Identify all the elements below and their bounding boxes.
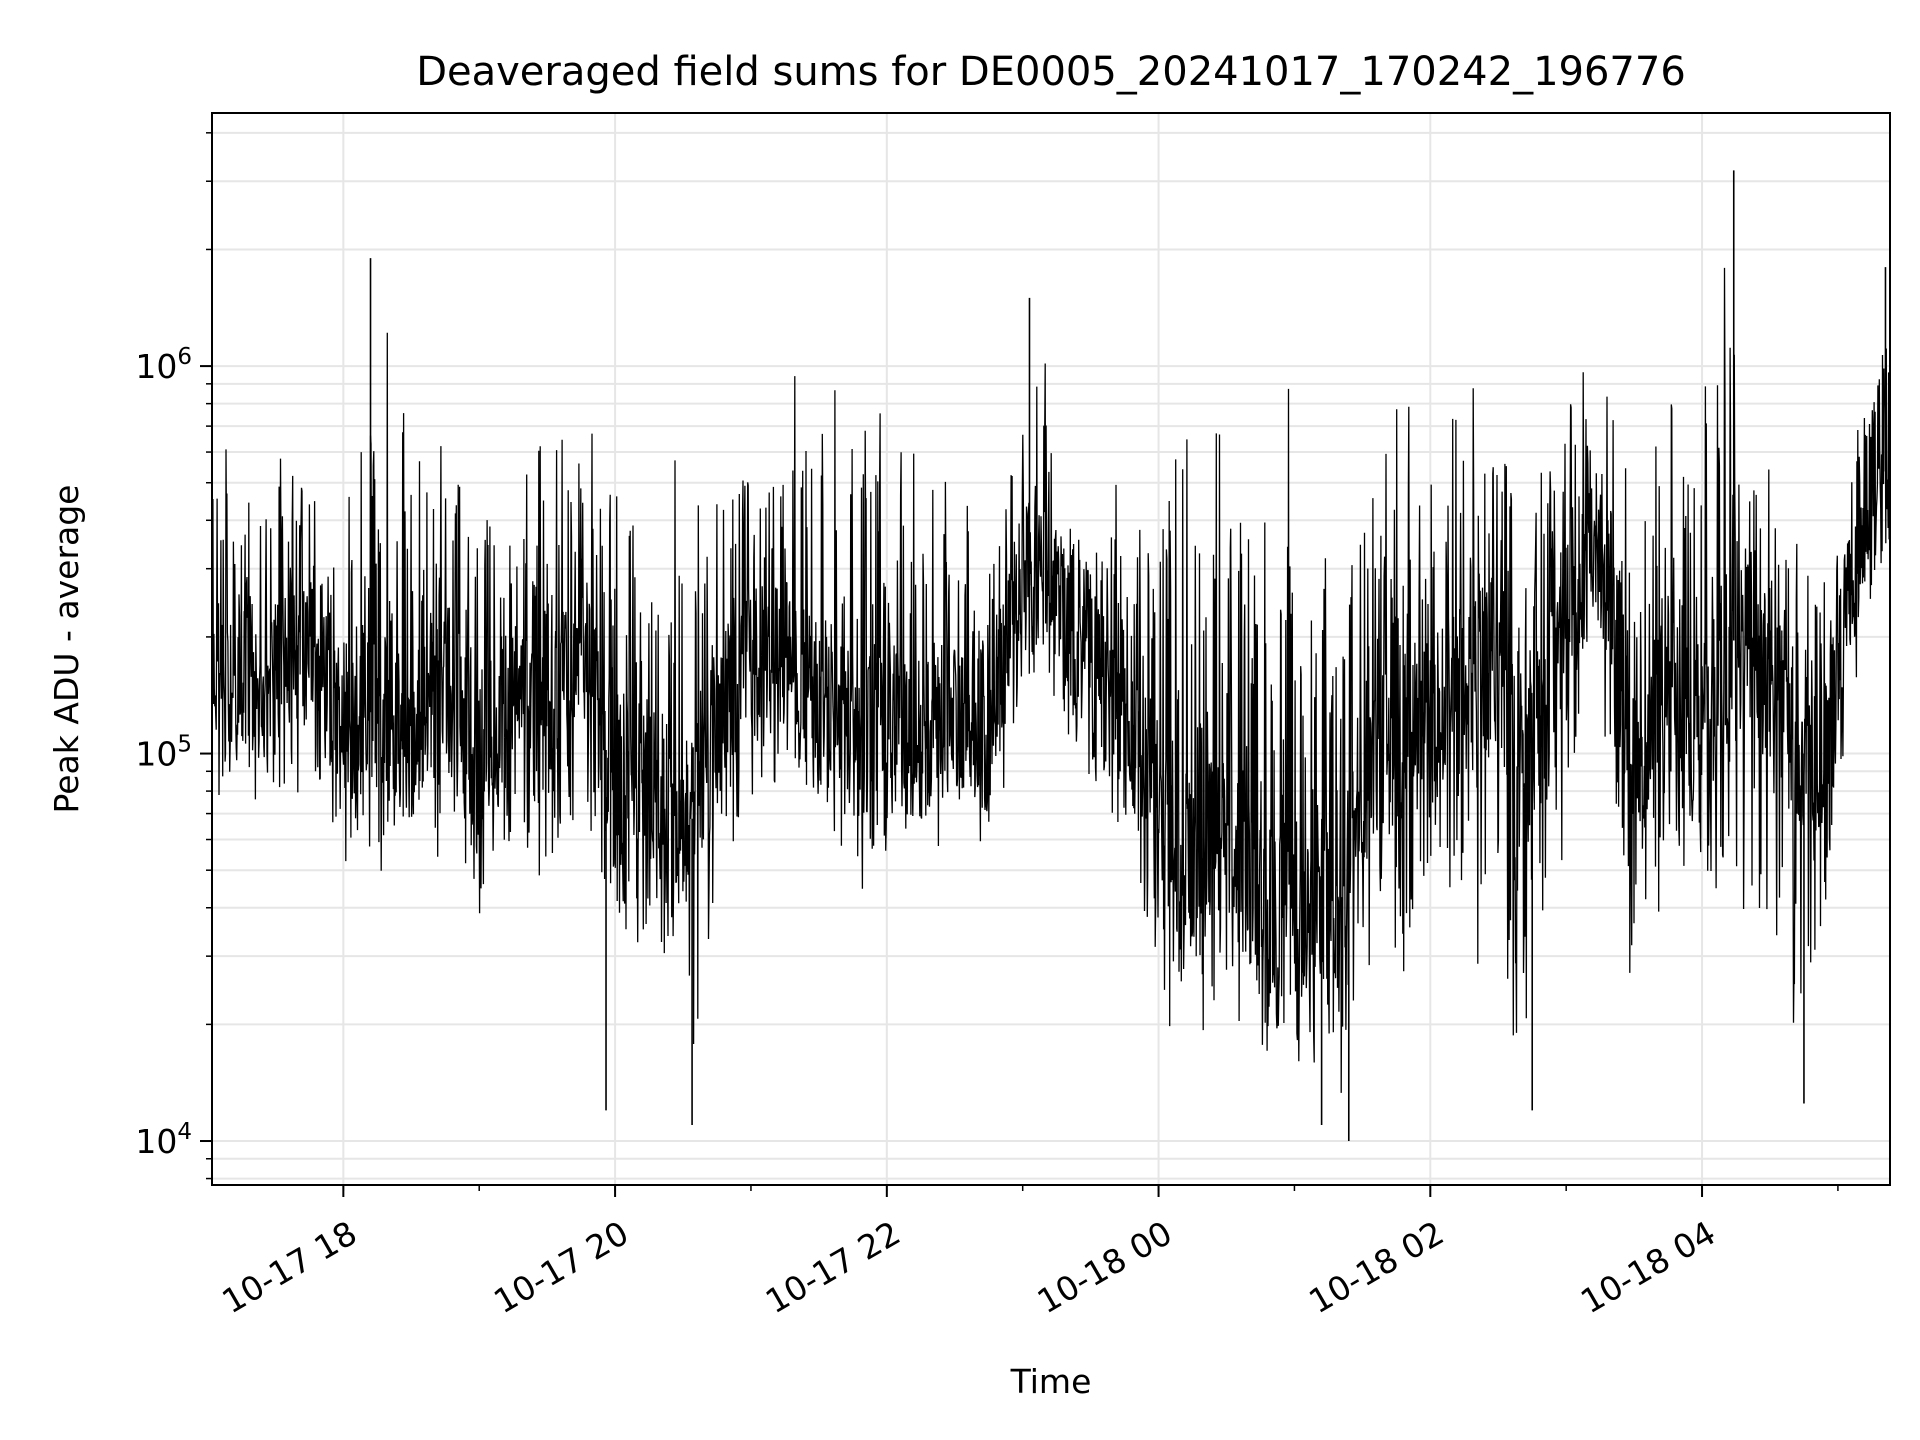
- y-tick-label: 106: [135, 344, 192, 386]
- y-tick-exponent: 5: [177, 732, 192, 758]
- chart-title: Deaveraged field sums for DE0005_2024101…: [416, 49, 1686, 95]
- series-trace: [211, 267, 1891, 1093]
- y-tick-exponent: 4: [177, 1119, 192, 1145]
- y-tick-exponent: 6: [177, 344, 192, 370]
- y-tick-base: 10: [135, 347, 177, 386]
- x-axis-label: Time: [1010, 1362, 1092, 1401]
- y-tick-label: 104: [135, 1119, 192, 1161]
- y-tick-base: 10: [135, 1122, 177, 1161]
- y-axis-label: Peak ADU - average: [47, 485, 86, 814]
- y-tick-base: 10: [135, 735, 177, 774]
- y-tick-label: 105: [135, 732, 192, 774]
- plot-frame: [211, 112, 1891, 1186]
- series-line: [211, 170, 1891, 1142]
